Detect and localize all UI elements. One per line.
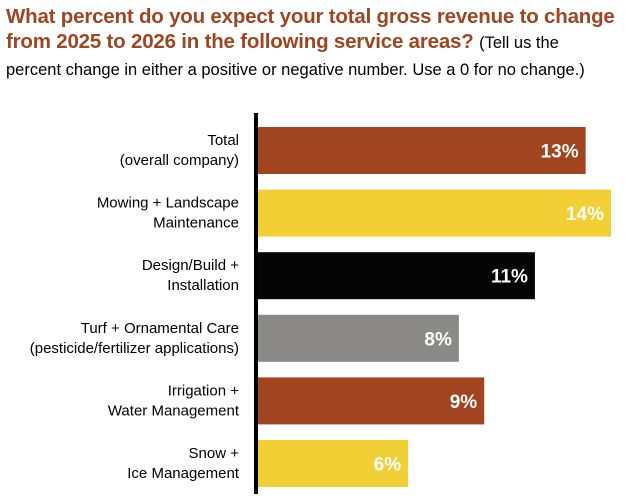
category-label-line: Maintenance [153,215,239,232]
chart-subtitle: (Tell us the percent change in either a … [6,34,585,79]
title-text: What percent do you expect your total gr… [6,5,615,53]
value-label-4: 8% [424,329,452,350]
category-label-line: Mowing + Landscape [97,195,239,212]
category-label-2: Mowing + Landscape Maintenance [97,195,239,232]
value-label-6: 6% [374,455,402,476]
category-label-line: Irrigation + [168,382,240,399]
category-label-line: Turf + Ornamental Care [81,320,239,337]
category-label-line: (pesticide/fertilizer applications) [30,340,239,357]
bars-group [256,127,611,487]
category-label-line: Snow + [189,445,240,462]
value-label-3: 11% [491,267,528,288]
bar-3 [256,252,535,300]
category-label-1: Total (overall company) [120,132,239,169]
value-label-1: 13% [541,142,579,163]
category-label-line: Total [207,132,239,149]
value-label-5: 9% [450,392,478,413]
bar-1 [256,127,586,174]
category-label-line: Installation [167,277,239,294]
category-label-5: Irrigation + Water Management [108,382,240,419]
bar-2 [256,189,611,237]
category-label-line: Water Management [108,402,240,419]
value-label-2: 14% [566,204,604,225]
bar-5 [256,377,485,425]
bar-4 [256,314,459,362]
category-label-4: Turf + Ornamental Care (pesticide/fertili… [30,320,239,357]
bar-6 [256,440,409,487]
category-label-line: Ice Management [127,465,240,482]
category-labels: Total (overall company) Mowing + Landscape… [30,132,240,482]
value-labels: 13% 14% 11% 8% 9% 6% [374,142,604,476]
category-label-6: Snow + Ice Management [127,445,240,482]
category-label-3: Design/Build + Installation [142,257,239,294]
chart-title: What percent do you expect your total gr… [6,4,618,83]
category-label-line: Design/Build + [142,257,239,274]
category-label-line: (overall company) [120,152,239,169]
